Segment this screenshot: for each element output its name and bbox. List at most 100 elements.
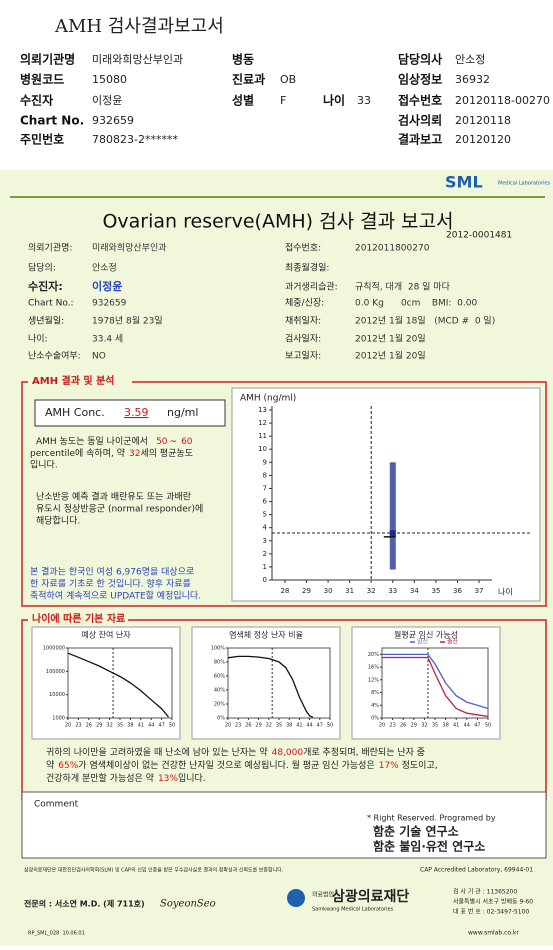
x-tick-label: 38 bbox=[442, 723, 448, 729]
x-tick-label: 47 bbox=[317, 723, 323, 729]
text: 개로 추정되며, 배란되는 난자 중 bbox=[303, 746, 425, 758]
org-small: 의료법인 bbox=[312, 891, 334, 899]
info-label: 난소수술여부: bbox=[28, 350, 81, 362]
y-axis-title: AMH (ng/ml) bbox=[240, 394, 296, 404]
info-label: 검사일자: bbox=[285, 333, 321, 345]
y-tick-label: 3 bbox=[263, 537, 267, 545]
x-tick-label: 44 bbox=[306, 723, 312, 729]
conc-box bbox=[34, 399, 226, 427]
field-label: 나이 bbox=[323, 93, 345, 108]
analysis-line: 해당합니다. bbox=[36, 516, 80, 527]
x-tick-label: 34 bbox=[410, 587, 419, 595]
chart-frame bbox=[351, 626, 501, 740]
summary-line: 건강하게 분만할 가능성은 약 13%입니다. bbox=[46, 772, 206, 784]
x-tick-label: 23 bbox=[235, 723, 241, 729]
x-tick-label: 35 bbox=[276, 723, 282, 729]
x-tick-label: 20 bbox=[379, 723, 385, 729]
contact: 검 사 기 관 : 11365200 bbox=[453, 888, 517, 896]
y-tick-label: 12 bbox=[258, 419, 267, 427]
field-label: 주민번호 bbox=[20, 132, 64, 147]
x-tick-label: 20 bbox=[225, 723, 231, 729]
signature: SoyeonSeo bbox=[160, 899, 216, 910]
info-label: Chart No.: bbox=[28, 299, 74, 309]
info-label: 접수번호: bbox=[285, 242, 321, 254]
basic-title-bg bbox=[28, 612, 128, 626]
normal-rate: 65% bbox=[58, 761, 78, 771]
field-value: F bbox=[280, 94, 286, 107]
summary-line: 약 65%가 염색체이상이 없는 건강한 난자일 것으로 예상됩니다. 월 평균 … bbox=[46, 759, 438, 771]
conc-label: AMH Conc. bbox=[45, 406, 105, 419]
x-axis-title: 나이 bbox=[498, 587, 513, 597]
x-tick-label: 44 bbox=[464, 723, 470, 729]
x-tick-label: 35 bbox=[431, 587, 440, 595]
y-tick-label: 13 bbox=[258, 406, 267, 414]
conc-value: 3.59 bbox=[124, 406, 149, 419]
y-tick-label: 2 bbox=[263, 550, 267, 558]
report-number: 2012-0001481 bbox=[446, 231, 512, 241]
field-value: OB bbox=[280, 73, 296, 86]
info-label: 나이: bbox=[28, 334, 48, 345]
analysis-title-bg bbox=[28, 374, 132, 388]
url: www.smlab.co.kr bbox=[468, 930, 519, 937]
pregnancy-rate: 17% bbox=[379, 761, 399, 771]
y-tick-label: 60% bbox=[214, 674, 225, 680]
info-label: 채취일자: bbox=[285, 316, 321, 327]
text: ~ bbox=[170, 437, 178, 447]
cert-text: 삼광의료재단은 대한진단검사의학회(SLM) 및 CAP의 신임 인증을 받은 … bbox=[24, 867, 284, 874]
chart-title: 예상 잔여 난자 bbox=[81, 630, 131, 640]
x-tick-label: 32 bbox=[367, 587, 376, 595]
info-value: 0.0 Kg 0cm BMI: 0.00 bbox=[355, 299, 477, 309]
logo: SML bbox=[445, 173, 483, 192]
field-label: 검사의뢰 bbox=[398, 113, 442, 128]
x-tick-label: 33 bbox=[388, 587, 397, 595]
rights: * Right Reserved. Programed by bbox=[367, 814, 496, 823]
info-value: 932659 bbox=[92, 299, 127, 309]
series-line bbox=[382, 656, 489, 718]
field-value: 이정윤 bbox=[92, 94, 122, 107]
report-title: Ovarian reserve(AMH) 검사 결과 보고서 bbox=[102, 211, 453, 233]
x-tick-label: 50 bbox=[485, 723, 491, 729]
x-tick-label: 41 bbox=[296, 723, 302, 729]
field-label: Chart No. bbox=[20, 114, 84, 128]
y-tick-label: 12% bbox=[368, 677, 379, 683]
text: 약 bbox=[46, 759, 54, 771]
y-tick-label: 80% bbox=[214, 660, 225, 666]
x-tick-label: 36 bbox=[453, 587, 462, 595]
y-tick-label: 0% bbox=[217, 716, 225, 722]
y-tick-label: 4% bbox=[371, 703, 379, 709]
info-value: NO bbox=[92, 352, 106, 362]
org-logo bbox=[287, 889, 305, 907]
analysis-line: 입니다. bbox=[30, 459, 58, 471]
field-label: 성별 bbox=[232, 93, 254, 108]
analysis-line: percentile에 속하며, 약 32세의 평균농도 bbox=[30, 447, 193, 459]
field-label: 의뢰기관명 bbox=[20, 52, 75, 67]
field-value: 33 bbox=[357, 94, 371, 107]
amh-chart-frame bbox=[231, 387, 541, 602]
x-tick-label: 35 bbox=[117, 723, 123, 729]
field-value: 932659 bbox=[92, 114, 134, 127]
info-value: 1978년 8월 23일 bbox=[92, 315, 163, 327]
x-tick-label: 26 bbox=[86, 723, 92, 729]
y-tick-label: 5 bbox=[263, 511, 267, 519]
field-value: 20120118-00270 bbox=[455, 94, 550, 107]
x-tick-label: 23 bbox=[389, 723, 395, 729]
info-label: 담당의: bbox=[28, 262, 56, 274]
info-label: 보고일자: bbox=[285, 351, 321, 362]
text: 건강하게 분만할 가능성은 약 bbox=[46, 772, 154, 784]
y-tick-label: 0 bbox=[263, 576, 267, 584]
x-tick-label: 38 bbox=[127, 723, 133, 729]
birth-rate: 13% bbox=[158, 774, 178, 784]
y-tick-label: 1000 bbox=[52, 716, 65, 722]
y-tick-label: 16% bbox=[368, 665, 379, 671]
field-label: 담당의사 bbox=[398, 52, 442, 67]
x-tick-label: 29 bbox=[255, 723, 261, 729]
x-tick-label: 44 bbox=[148, 723, 154, 729]
chart-frame bbox=[191, 626, 341, 740]
comment-box bbox=[21, 791, 547, 859]
info-value: 2012년 1월 20일 bbox=[355, 333, 426, 345]
cap-text: CAP Accredited Laboratory, 69944-01 bbox=[420, 867, 533, 874]
